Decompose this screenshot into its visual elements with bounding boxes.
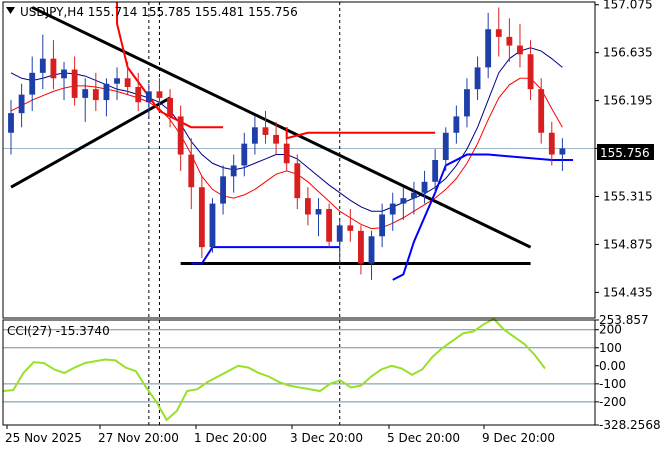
price-panel	[3, 2, 595, 425]
candle-body	[326, 209, 333, 242]
candle-body	[400, 198, 407, 204]
candle-body	[220, 176, 226, 204]
candle-body	[411, 192, 417, 199]
candle-body	[517, 45, 523, 55]
cci-tick-label: 100	[599, 341, 622, 355]
candle-body	[124, 78, 131, 87]
candle-body	[92, 89, 99, 101]
candle-body	[262, 127, 269, 135]
candle-body	[485, 29, 492, 68]
price-frame	[2, 1, 596, 319]
x-tick-label: 25 Nov 2025	[5, 431, 82, 445]
trendline	[10, 96, 171, 189]
candle-body	[145, 91, 152, 103]
candle-body	[368, 236, 375, 264]
trendline	[31, 6, 532, 249]
candle-body	[294, 163, 301, 199]
cci-line	[2, 317, 546, 422]
candle-body	[442, 132, 449, 160]
candle-body	[421, 181, 428, 193]
x-tick-label: 1 Dec 20:00	[194, 431, 267, 445]
candle-body	[453, 116, 460, 133]
candle-body	[379, 214, 386, 237]
symbol-header: USDJPY,H4 155.714 155.785 155.481 155.75…	[20, 5, 298, 19]
stop-line	[191, 246, 340, 265]
cci-tick-label: -328.2568	[599, 418, 660, 432]
candle-body	[209, 203, 216, 248]
candle-body	[135, 86, 142, 103]
candle-body	[336, 225, 343, 242]
candle-body	[283, 143, 290, 164]
candle-body	[241, 143, 248, 166]
stop-line	[285, 127, 436, 140]
candle-body	[18, 94, 25, 114]
candle-body	[39, 58, 46, 73]
candle-body	[548, 132, 555, 155]
candle-body	[559, 148, 566, 155]
price-tick-label: 155.315	[603, 190, 653, 204]
candle-body	[474, 67, 481, 90]
price-badge-bg	[597, 144, 654, 160]
candle-body	[464, 89, 470, 117]
candle-body	[251, 127, 258, 144]
candle-body	[71, 69, 78, 98]
candle-body	[358, 230, 364, 264]
price-tick-label: 154.875	[603, 237, 653, 251]
cci-tick-label: 200	[599, 323, 622, 337]
x-tick-label: 5 Dec 20:00	[387, 431, 460, 445]
candle-body	[495, 29, 502, 37]
x-tick-label: 3 Dec 20:00	[290, 431, 363, 445]
candle-body	[538, 89, 545, 133]
candle-body	[527, 54, 534, 90]
price-tick-label: 157.075	[603, 0, 653, 12]
candle-body	[304, 198, 311, 215]
candle-body	[8, 113, 14, 133]
price-tick-label: 156.635	[603, 46, 653, 60]
price-tick-label: 156.195	[603, 94, 653, 108]
x-tick-label: 27 Nov 20:00	[98, 431, 179, 445]
dropdown-arrow-icon[interactable]	[6, 7, 15, 14]
candle-body	[315, 209, 322, 215]
candle-body	[156, 91, 163, 98]
candle-body	[198, 187, 205, 248]
candle-body	[188, 154, 195, 188]
candle-body	[167, 97, 173, 117]
candle-body	[389, 203, 396, 215]
candle-body	[50, 58, 57, 79]
cci-tick-label: 253.857	[599, 313, 649, 327]
cci-panel	[2, 317, 595, 422]
x-tick-label: 9 Dec 20:00	[482, 431, 555, 445]
candle-body	[103, 83, 110, 101]
candle-body	[273, 134, 280, 144]
price-tick-label: 154.435	[603, 285, 653, 299]
stop-line	[116, 2, 224, 129]
candle-body	[82, 89, 89, 98]
cci-tick-label: -200	[599, 395, 626, 409]
candle-body	[230, 165, 237, 177]
candle-body	[506, 36, 513, 46]
indicator-label: CCI(27) -15.3740	[7, 324, 110, 338]
candle-body	[114, 78, 120, 84]
cci-tick-label: 0.00	[599, 359, 626, 373]
candle-body	[432, 160, 439, 182]
stop-line	[392, 153, 573, 281]
candle-body	[61, 69, 67, 79]
cci-tick-label: -100	[599, 377, 626, 391]
candle-body	[29, 72, 36, 95]
price-badge: 155.756	[600, 146, 650, 160]
candle-body	[177, 116, 184, 155]
cci-frame	[2, 319, 596, 426]
candle-body	[347, 225, 354, 231]
